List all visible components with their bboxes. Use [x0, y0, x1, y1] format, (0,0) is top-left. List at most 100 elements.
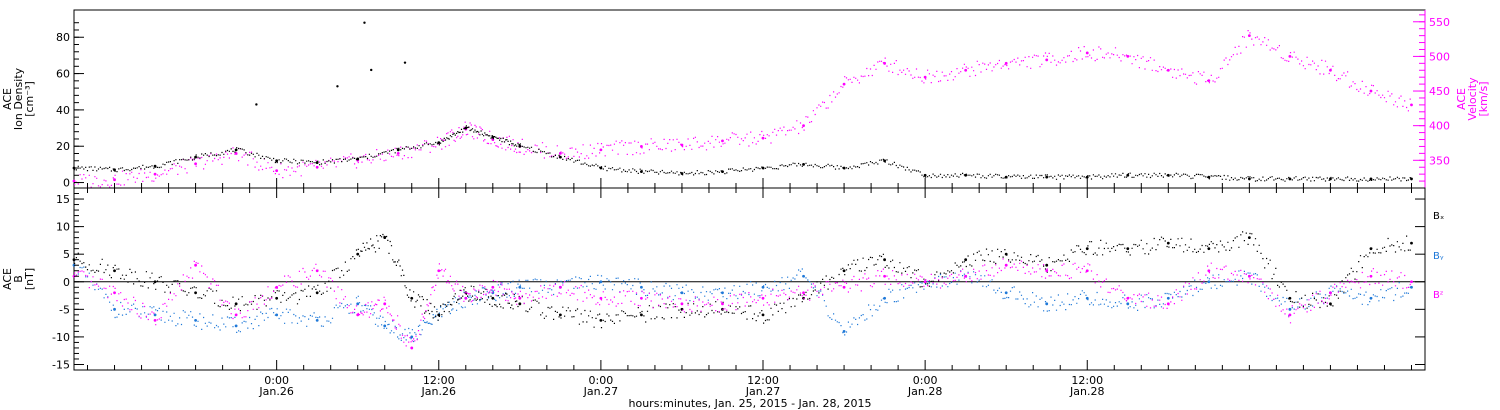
velocity-tick-label: 400 — [1429, 120, 1450, 133]
by-series-point — [680, 291, 684, 295]
velocity-series-point — [1004, 61, 1008, 65]
bz-series-point — [964, 274, 968, 278]
bx-series-point — [640, 313, 643, 317]
bz-series-point — [1369, 274, 1373, 278]
velocity-series-point — [923, 75, 927, 79]
velocity-series-point — [558, 151, 562, 155]
velocity-series-point — [194, 162, 197, 166]
velocity-series-point — [640, 145, 643, 148]
b-field-axis-label: ACEB[nT] — [1, 268, 36, 290]
by-series-point — [761, 285, 765, 289]
bx-series-point — [761, 313, 765, 317]
velocity-series-point — [964, 68, 968, 72]
density-outlier-point — [255, 103, 258, 106]
legend: Bₓ Bᵧ Bᶻ — [1433, 211, 1444, 301]
density-series-point — [1126, 173, 1130, 177]
by-series-point — [1288, 307, 1292, 311]
b-tick-label: 15 — [56, 193, 70, 206]
b-tick-label: -5 — [59, 303, 70, 316]
bx-series-point — [842, 269, 846, 273]
bz-series-point — [802, 291, 805, 295]
velocity-series-point — [315, 165, 319, 169]
density-series-point — [491, 135, 495, 139]
density-tick-label: 0 — [63, 177, 70, 190]
density-series-point — [275, 159, 279, 163]
velocity-series-point — [842, 82, 846, 86]
by-series-point — [842, 329, 846, 333]
bx-series-point — [558, 313, 562, 317]
by-series-point — [599, 280, 603, 284]
density-series-point — [1410, 177, 1413, 181]
time-tick-label: 0:00 — [264, 374, 289, 387]
top-panel-data — [72, 21, 1413, 188]
bx-series-point — [437, 313, 441, 317]
day-tick-label: Jan.27 — [583, 385, 618, 398]
bz-series-point — [1085, 269, 1089, 273]
velocity-series-point — [1369, 89, 1373, 93]
time-tick-label: 12:00 — [747, 374, 779, 387]
b-tick-label: 5 — [63, 248, 70, 261]
velocity-series-point — [1045, 58, 1049, 62]
density-series-point — [883, 159, 886, 163]
by-series-point — [315, 318, 319, 322]
velocity-tick-label: 350 — [1429, 154, 1450, 167]
density-series-point — [194, 155, 197, 159]
velocity-series-point — [721, 139, 724, 143]
bx-series-point — [153, 280, 157, 284]
velocity-series-point — [1085, 51, 1089, 55]
bz-series-point — [1207, 269, 1211, 273]
bz-series-point — [410, 346, 414, 350]
bz-series-point — [113, 291, 116, 295]
bx-series-point — [1247, 236, 1251, 240]
bx-series-point — [356, 252, 360, 256]
density-axis: 0 20 40 60 80 — [56, 22, 84, 190]
bx-series-point — [1207, 247, 1211, 251]
velocity-axis-label: ACEVelocity[km/s] — [1455, 77, 1490, 121]
bx-series-point — [1085, 247, 1089, 251]
bz-series-point — [599, 296, 603, 300]
bx-series-point — [518, 302, 522, 306]
by-series-point — [1207, 280, 1211, 284]
velocity-series-point — [802, 124, 805, 128]
bx-series-point — [1126, 247, 1130, 251]
time-axis: 0:00Jan.2612:00Jan.260:00Jan.2712:00Jan.… — [87, 178, 1412, 398]
bx-series-point — [1329, 302, 1332, 306]
bz-series-point — [1410, 280, 1413, 284]
by-series-point — [234, 324, 238, 328]
by-series-point — [153, 313, 157, 317]
bx-series-scatter — [74, 231, 1411, 329]
by-series-point — [1004, 291, 1008, 295]
bz-series-scatter — [74, 258, 1411, 347]
bz-series-point — [194, 263, 197, 267]
velocity-axis: 350 400 450 500 550 — [1413, 10, 1450, 188]
bz-series-point — [153, 318, 157, 322]
bottom-panel-data — [72, 231, 1425, 350]
b-tick-label: -15 — [52, 358, 70, 371]
bx-series-point — [315, 291, 319, 295]
density-axis-label: ACEIon Density[cm⁻³] — [1, 67, 36, 130]
by-series-scatter — [74, 259, 1411, 343]
time-axis-label: hours:minutes, Jan. 25, 2015 - Jan. 28, … — [629, 397, 872, 410]
by-series-point — [1410, 285, 1413, 289]
bx-series-point — [964, 258, 968, 262]
time-tick-label: 0:00 — [913, 374, 938, 387]
b-tick-label: -10 — [52, 331, 70, 344]
day-tick-label: Jan.26 — [421, 385, 456, 398]
bz-series-point — [383, 302, 387, 306]
bx-series-point — [721, 307, 724, 311]
density-series-point — [234, 148, 238, 152]
velocity-series-point — [761, 136, 765, 140]
bz-series-point — [1329, 291, 1332, 295]
velocity-tick-label: 500 — [1429, 50, 1450, 63]
velocity-series-point — [599, 148, 603, 152]
bz-series-point — [883, 274, 886, 278]
bz-series-point — [356, 313, 360, 317]
density-series-point — [1369, 177, 1373, 181]
by-series-point — [383, 324, 387, 328]
b-field-axis: -15 -10 -5 0 5 10 15 — [52, 193, 1425, 371]
b-tick-label: 10 — [56, 221, 70, 234]
by-series-point — [640, 285, 643, 289]
top-panel: 0 20 40 60 80 350 400 450 500 550 ACEIon Density… — [1, 9, 1490, 190]
velocity-series-point — [1288, 55, 1292, 58]
